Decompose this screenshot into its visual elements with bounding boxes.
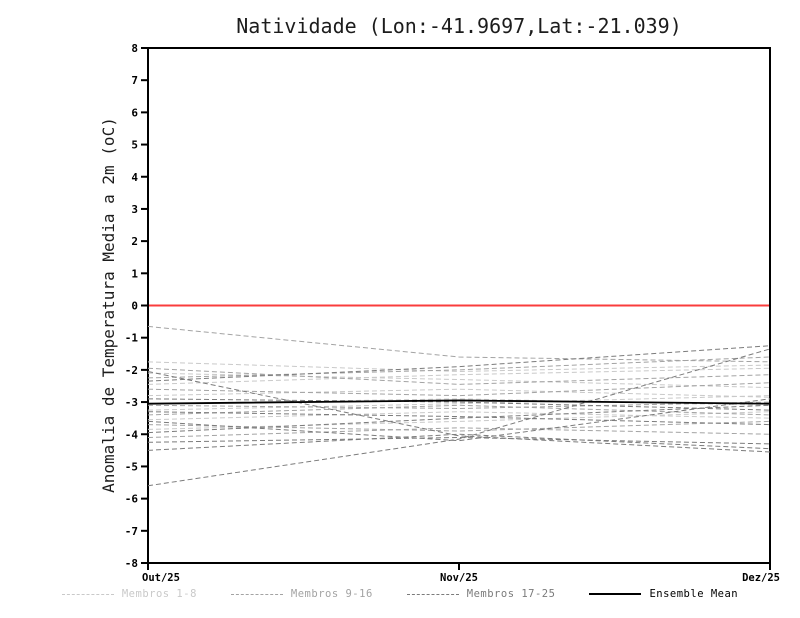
- membro-19-line: [147, 436, 771, 445]
- y-tick-label: 2: [131, 235, 138, 248]
- membro-23-line: [147, 370, 771, 453]
- x-tick-label: Out/25: [142, 572, 180, 584]
- y-tick-label: -1: [125, 332, 139, 345]
- membro-14-line: [147, 404, 771, 416]
- membro-21-line: [147, 411, 771, 426]
- ensemble-mean-line: [147, 399, 771, 405]
- legend-label: Membros 1-8: [121, 588, 197, 600]
- y-tick-label: 1: [131, 267, 138, 280]
- legend-label: Membros 17-25: [466, 588, 556, 600]
- dashed-line-swatch: [230, 593, 283, 595]
- x-tick-label: Nov/25: [440, 572, 478, 584]
- dashed-line-swatch: [61, 593, 114, 595]
- membro-8-line: [147, 411, 771, 430]
- y-tick-label: 6: [131, 106, 138, 119]
- membro-16-line: [147, 427, 771, 438]
- y-tick-label: 5: [131, 139, 138, 152]
- legend-item: Membros 9-16: [230, 588, 373, 600]
- membro-9-line: [147, 325, 771, 363]
- y-tick-label: -2: [125, 364, 138, 377]
- legend-item: Membros 17-25: [406, 588, 556, 600]
- legend: Membros 1-8 Membros 9-16 Membros 17-25 Ense…: [0, 588, 800, 600]
- chart-title: Natividade (Lon:-41.9697,Lat:-21.039): [236, 14, 682, 38]
- y-tick-label: 4: [131, 171, 138, 184]
- y-tick-label: -3: [125, 396, 138, 409]
- y-tick-label: -4: [125, 428, 139, 441]
- y-tick-label: -6: [125, 493, 139, 506]
- membro-24-line: [147, 345, 771, 382]
- y-tick-label: 0: [131, 300, 138, 313]
- membro-17-line: [147, 348, 771, 487]
- legend-item: Ensemble Mean: [589, 588, 738, 600]
- membro-2-line: [147, 372, 771, 389]
- membro-20-line: [147, 404, 771, 434]
- membro-15-line: [147, 420, 771, 432]
- dashed-line-swatch: [406, 593, 459, 595]
- y-tick-label: 3: [131, 203, 138, 216]
- solid-line-swatch: [589, 593, 642, 595]
- y-tick-label: -5: [125, 460, 138, 473]
- membro-3-line: [147, 367, 771, 385]
- legend-label: Membros 9-16: [290, 588, 373, 600]
- membro-7-line: [147, 411, 771, 421]
- y-tick-label: -7: [125, 525, 138, 538]
- membro-4-line: [147, 388, 771, 398]
- x-tick-label: Dez/25: [742, 572, 780, 584]
- legend-label: Ensemble Mean: [649, 588, 739, 600]
- y-tick-label: 8: [131, 42, 138, 55]
- legend-item: Membros 1-8: [61, 588, 197, 600]
- y-tick-label: -8: [125, 557, 138, 570]
- membro-25-line: [147, 398, 771, 442]
- y-tick-label: 7: [131, 74, 138, 87]
